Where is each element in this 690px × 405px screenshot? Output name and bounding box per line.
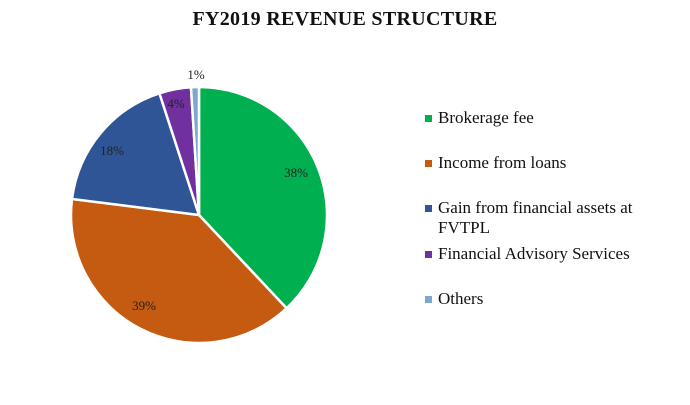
legend-item-income-from-loans: Income from loans bbox=[425, 153, 566, 173]
slice-percent-label: 18% bbox=[100, 143, 124, 158]
legend-item-others: Others bbox=[425, 289, 483, 309]
pie-slice-income-from-loans bbox=[69, 197, 289, 345]
legend-label: Brokerage fee bbox=[438, 108, 534, 127]
slice-percent-label: 1% bbox=[187, 67, 205, 82]
legend-swatch-icon bbox=[425, 296, 432, 303]
slice-percent-label: 38% bbox=[284, 165, 308, 180]
legend-label: Financial Advisory Services bbox=[438, 244, 630, 263]
legend-label: Gain from financial assets at FVTPL bbox=[438, 198, 633, 237]
pie-slice-gain-from-financial-assets-at-fvtpl bbox=[70, 91, 201, 217]
pie-slice-others bbox=[189, 85, 201, 216]
chart-title: FY2019 REVENUE STRUCTURE bbox=[192, 8, 498, 30]
slice-percent-label: 39% bbox=[132, 298, 156, 313]
legend-swatch-icon bbox=[425, 205, 432, 212]
legend-item-financial-advisory: Financial Advisory Services bbox=[425, 244, 630, 264]
legend-label: Income from loans bbox=[438, 153, 567, 172]
legend-swatch-icon bbox=[425, 160, 432, 167]
slice-percent-label: 4% bbox=[167, 96, 185, 111]
pie-slice-brokerage-fee bbox=[197, 85, 329, 311]
legend-item-brokerage-fee: Brokerage fee bbox=[425, 108, 534, 128]
legend-item-gain-fvtpl: Gain from financial assets at FVTPL bbox=[425, 198, 650, 238]
legend-swatch-icon bbox=[425, 251, 432, 258]
legend-swatch-icon bbox=[425, 115, 432, 122]
legend-label: Others bbox=[438, 289, 484, 308]
